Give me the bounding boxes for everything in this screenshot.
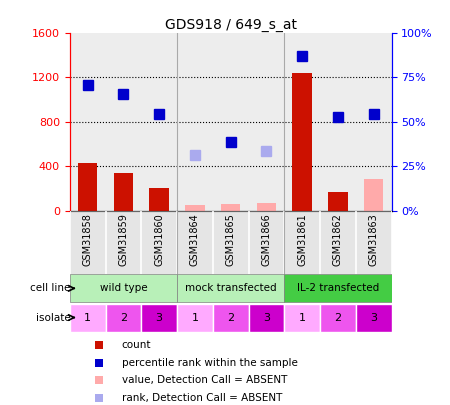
Text: 3: 3 <box>156 313 162 322</box>
Text: count: count <box>122 340 151 350</box>
Bar <box>177 211 213 274</box>
Text: GSM31859: GSM31859 <box>118 213 128 266</box>
Bar <box>320 33 356 211</box>
Text: GSM31863: GSM31863 <box>369 213 378 266</box>
Bar <box>105 303 141 332</box>
Bar <box>177 303 213 332</box>
Text: 1: 1 <box>84 313 91 322</box>
Bar <box>177 33 213 211</box>
Text: cell line: cell line <box>30 284 71 293</box>
Bar <box>356 33 392 211</box>
Text: rank, Detection Call = ABSENT: rank, Detection Call = ABSENT <box>122 393 282 403</box>
Bar <box>284 211 320 274</box>
Bar <box>213 211 248 274</box>
Bar <box>70 303 105 332</box>
Text: GSM31860: GSM31860 <box>154 213 164 266</box>
Bar <box>185 205 205 211</box>
Title: GDS918 / 649_s_at: GDS918 / 649_s_at <box>165 18 297 32</box>
Bar <box>320 211 356 274</box>
Bar <box>70 274 177 303</box>
Text: GSM31858: GSM31858 <box>83 213 93 266</box>
Bar <box>364 179 383 211</box>
Bar <box>70 211 105 274</box>
Text: isolate: isolate <box>36 313 71 322</box>
Text: percentile rank within the sample: percentile rank within the sample <box>122 358 297 368</box>
Bar <box>328 192 348 211</box>
Text: 2: 2 <box>227 313 234 322</box>
Bar <box>141 303 177 332</box>
Text: 3: 3 <box>370 313 377 322</box>
Bar <box>141 211 177 274</box>
Bar <box>320 303 356 332</box>
Bar <box>105 211 141 274</box>
Bar <box>70 33 105 211</box>
Bar <box>213 303 248 332</box>
Bar <box>292 73 312 211</box>
Bar <box>256 203 276 211</box>
Text: IL-2 transfected: IL-2 transfected <box>297 284 379 293</box>
Bar <box>213 33 248 211</box>
Text: 2: 2 <box>334 313 342 322</box>
Text: GSM31862: GSM31862 <box>333 213 343 266</box>
Bar <box>113 173 133 211</box>
Bar <box>177 274 284 303</box>
Bar <box>221 204 240 211</box>
Text: 3: 3 <box>263 313 270 322</box>
Text: mock transfected: mock transfected <box>185 284 276 293</box>
Bar <box>356 211 392 274</box>
Text: GSM31866: GSM31866 <box>261 213 271 266</box>
Text: GSM31861: GSM31861 <box>297 213 307 266</box>
Bar <box>248 303 284 332</box>
Text: 1: 1 <box>299 313 306 322</box>
Text: GSM31865: GSM31865 <box>225 213 236 266</box>
Bar <box>284 274 392 303</box>
Bar <box>141 33 177 211</box>
Text: value, Detection Call = ABSENT: value, Detection Call = ABSENT <box>122 375 287 385</box>
Bar <box>105 33 141 211</box>
Bar <box>284 303 320 332</box>
Bar <box>248 33 284 211</box>
Text: GSM31864: GSM31864 <box>190 213 200 266</box>
Bar <box>248 211 284 274</box>
Text: 1: 1 <box>191 313 198 322</box>
Bar <box>149 188 169 211</box>
Text: 2: 2 <box>120 313 127 322</box>
Bar <box>356 303 392 332</box>
Bar <box>78 163 98 211</box>
Bar <box>284 33 320 211</box>
Text: wild type: wild type <box>99 284 147 293</box>
